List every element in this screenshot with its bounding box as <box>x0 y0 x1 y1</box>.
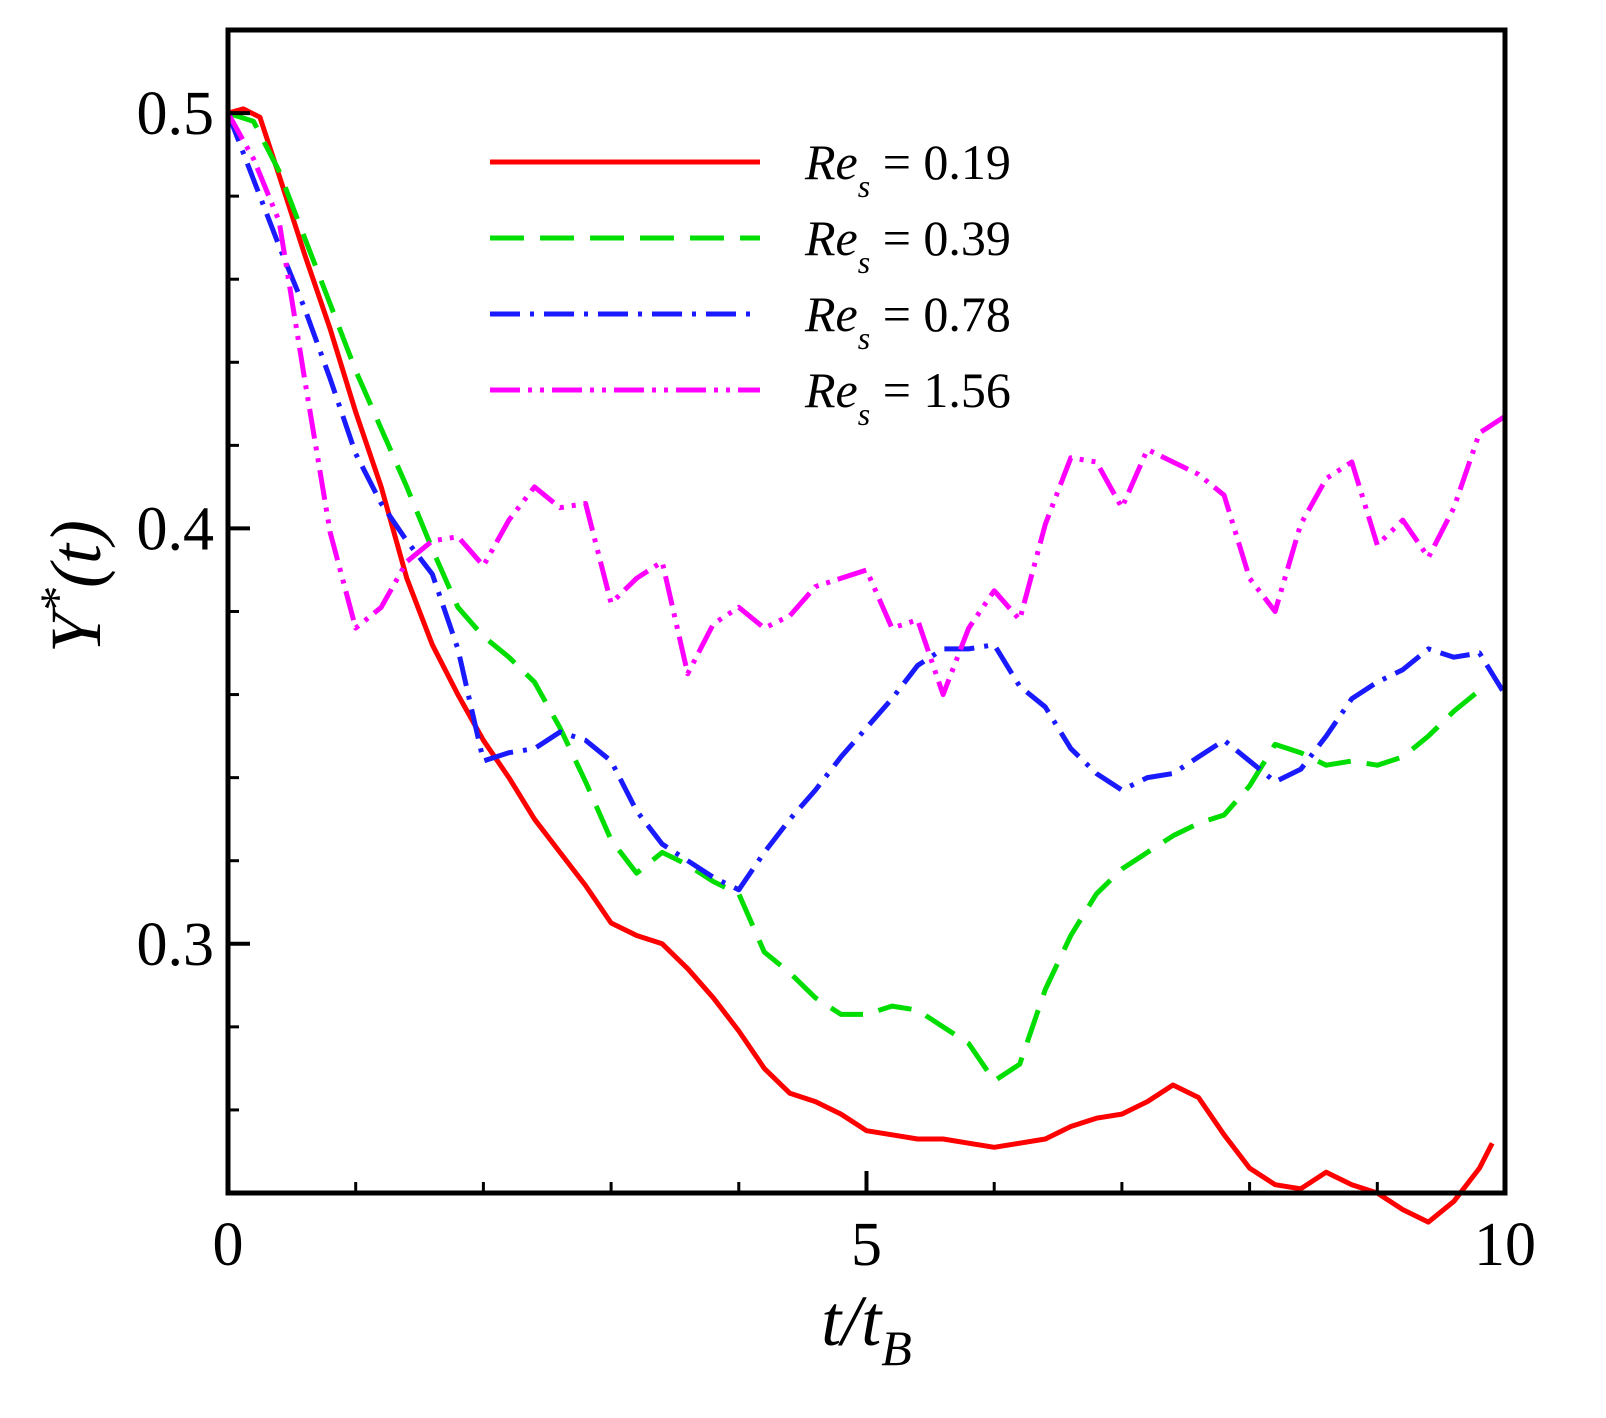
legend-label-subscript: s <box>858 244 870 280</box>
y-tick-label: 0.3 <box>137 911 215 979</box>
legend-label-1: Res = 0.19 <box>804 134 1011 204</box>
y-axis-title-main: Y <box>36 606 116 653</box>
series-line-3 <box>225 112 1508 893</box>
legend-label-4: Res = 1.56 <box>804 362 1011 432</box>
series-line-2 <box>227 110 1482 1084</box>
series-layer <box>225 106 1508 1225</box>
y-axis-title-superscript: * <box>29 588 85 613</box>
legend-label-3: Res = 0.78 <box>804 286 1011 356</box>
legend-label-2: Res = 0.39 <box>804 210 1011 280</box>
x-axis-title-main: t/t <box>821 1281 883 1361</box>
y-tick-label: 0.5 <box>137 80 215 148</box>
legend-label-value: = 1.56 <box>870 362 1011 418</box>
x-tick-label: 10 <box>1474 1211 1536 1279</box>
legend-label-value: = 0.78 <box>870 286 1011 342</box>
y-axis-title-suffix: (t) <box>36 520 116 588</box>
legend-label-value: = 0.39 <box>870 210 1011 266</box>
legend-label-main: Re <box>804 210 858 266</box>
legend-label-main: Re <box>804 286 858 342</box>
series-line-1 <box>227 106 1495 1225</box>
series-line-4 <box>225 111 1507 698</box>
y-tick-label: 0.4 <box>137 495 215 563</box>
x-tick-label: 0 <box>213 1211 244 1279</box>
legend-label-main: Re <box>804 134 858 190</box>
x-axis-title-subscript: B <box>881 1320 912 1376</box>
legend-label-subscript: s <box>858 320 870 356</box>
y-axis-title: Y*(t) <box>29 520 116 653</box>
ticks-layer: 0 5 10 0.3 0.4 0.5 <box>137 28 1536 1279</box>
legend-label-value: = 0.19 <box>870 134 1011 190</box>
legend-label-subscript: s <box>858 396 870 432</box>
legend-label-main: Re <box>804 362 858 418</box>
x-axis-title: t/tB <box>821 1281 912 1376</box>
x-tick-label: 5 <box>851 1211 882 1279</box>
legend-label-subscript: s <box>858 168 870 204</box>
